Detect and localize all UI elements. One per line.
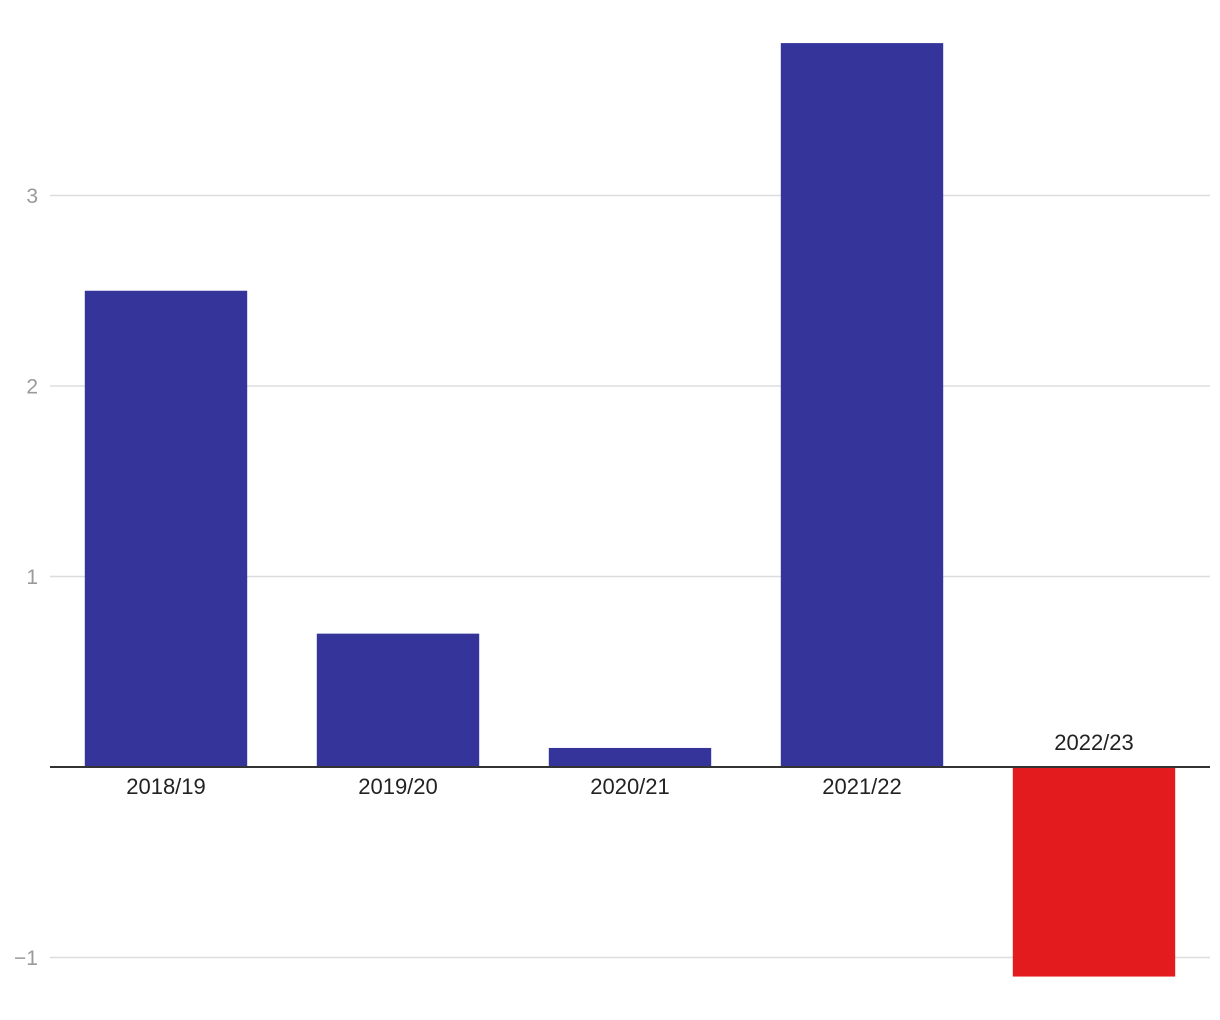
x-tick-label: 2022/23	[1054, 730, 1134, 755]
bars	[84, 43, 1176, 977]
x-tick-label: 2018/19	[126, 774, 206, 799]
y-axis-ticks: −1 1 2 3	[14, 185, 38, 970]
bar-2020-21	[548, 747, 712, 767]
bar-2022-23	[1012, 767, 1176, 977]
x-axis-ticks: 2018/19 2019/20 2020/21 2021/22 2022/23	[126, 730, 1134, 799]
y-tick-label: −1	[14, 947, 38, 970]
x-tick-label: 2020/21	[590, 774, 670, 799]
bar-2018-19	[84, 290, 248, 767]
y-tick-label: 3	[26, 185, 38, 208]
x-tick-label: 2019/20	[358, 774, 438, 799]
x-tick-label: 2021/22	[822, 774, 902, 799]
bar-2021-22	[780, 43, 944, 768]
y-tick-label: 1	[26, 566, 38, 589]
bar-2019-20	[316, 633, 480, 767]
y-tick-label: 2	[26, 376, 38, 399]
